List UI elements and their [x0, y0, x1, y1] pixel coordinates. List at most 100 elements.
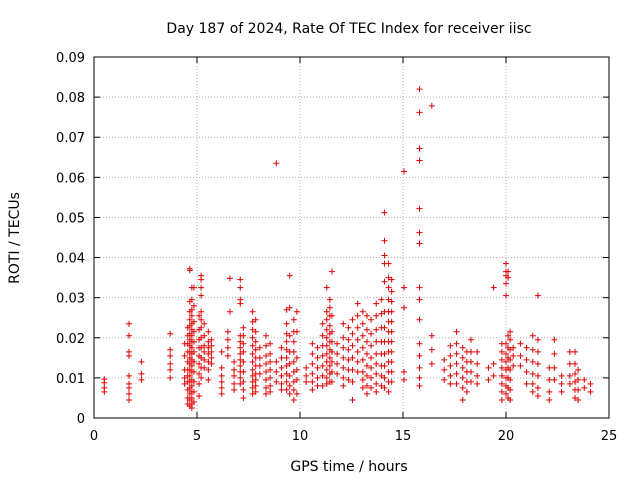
data-point [267, 382, 274, 389]
data-point [340, 382, 347, 389]
data-point [190, 302, 197, 309]
data-point [416, 316, 423, 323]
data-point [208, 354, 215, 361]
data-point [388, 338, 395, 345]
data-point [267, 366, 274, 373]
data-point [363, 390, 370, 397]
data-point [388, 358, 395, 365]
data-point [507, 346, 514, 353]
data-point [447, 372, 454, 379]
data-point [453, 360, 460, 367]
data-point [190, 358, 197, 365]
data-point [575, 396, 582, 403]
data-point [373, 370, 380, 377]
data-point [138, 376, 145, 383]
data-point [309, 350, 316, 357]
data-point [326, 354, 333, 361]
data-point [354, 312, 361, 319]
data-point [551, 364, 558, 371]
data-point [167, 360, 174, 367]
data-point [278, 386, 285, 393]
data-point [507, 328, 514, 335]
data-point [378, 372, 385, 379]
data-point [363, 382, 370, 389]
data-point [575, 386, 582, 393]
data-point [401, 304, 408, 311]
data-point [328, 348, 335, 355]
data-point [546, 396, 553, 403]
data-point [575, 376, 582, 383]
data-point [198, 308, 205, 315]
data-point [529, 370, 536, 377]
data-point [263, 360, 270, 367]
data-point [572, 360, 579, 367]
data-point [237, 338, 244, 345]
data-point [290, 386, 297, 393]
data-point [534, 360, 541, 367]
data-point [534, 292, 541, 299]
data-point [385, 296, 392, 303]
data-point [381, 384, 388, 391]
data-point [498, 372, 505, 379]
data-point [196, 392, 203, 399]
data-point [373, 360, 380, 367]
data-point [278, 364, 285, 371]
data-point [252, 382, 259, 389]
data-point [345, 346, 352, 353]
data-point [263, 384, 270, 391]
data-point [256, 344, 263, 351]
data-point [349, 366, 356, 373]
data-point [283, 378, 290, 385]
data-point [237, 276, 244, 283]
data-point [453, 328, 460, 335]
data-point [551, 336, 558, 343]
data-point [286, 272, 293, 279]
data-point [363, 338, 370, 345]
data-point [323, 350, 330, 357]
data-point [283, 354, 290, 361]
data-point [314, 364, 321, 371]
data-point [503, 292, 509, 299]
data-point [126, 352, 133, 359]
data-point [485, 376, 492, 383]
data-point [218, 364, 225, 371]
data-point [328, 358, 335, 365]
data-point [126, 396, 133, 403]
x-tick-label: 15 [395, 429, 412, 444]
data-point [416, 374, 423, 381]
data-point [581, 376, 588, 383]
data-point [447, 342, 454, 349]
data-point [293, 308, 300, 315]
data-point [190, 398, 197, 405]
data-point [388, 276, 395, 283]
data-point [273, 358, 280, 365]
data-point [314, 354, 321, 361]
data-point [381, 252, 388, 259]
data-point [249, 372, 256, 379]
data-point [252, 376, 259, 383]
data-point [416, 240, 423, 247]
data-point [293, 354, 300, 361]
data-point [534, 372, 541, 379]
data-point [267, 358, 274, 365]
data-point [278, 372, 285, 379]
data-point [534, 384, 541, 391]
data-point [249, 334, 256, 341]
data-point [416, 157, 423, 164]
data-point [416, 340, 423, 347]
data-point [126, 390, 133, 397]
data-point [188, 306, 195, 313]
data-point [249, 342, 256, 349]
data-point [256, 370, 263, 377]
data-point [345, 356, 352, 363]
data-point [503, 390, 509, 397]
data-point [263, 332, 270, 339]
data-point [587, 388, 594, 395]
data-point [181, 352, 188, 359]
data-point [485, 364, 492, 371]
y-axis-label: ROTI / TECUs [7, 192, 23, 284]
data-point [507, 376, 514, 383]
data-point [198, 354, 205, 361]
data-point [529, 346, 536, 353]
data-point [416, 284, 423, 291]
